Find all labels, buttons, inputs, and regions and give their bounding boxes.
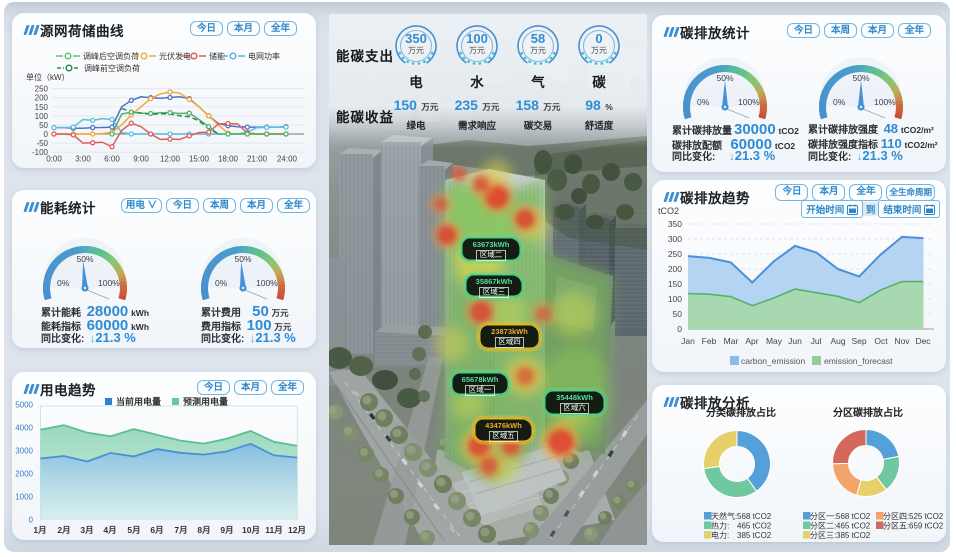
svg-text:10月: 10月: [242, 525, 260, 535]
svg-text:3000: 3000: [15, 447, 33, 456]
svg-text:Jul: Jul: [811, 336, 822, 346]
svg-text:分区五:: 分区五:: [883, 522, 909, 531]
svg-text:5月: 5月: [127, 525, 140, 535]
svg-text:0%: 0%: [833, 97, 846, 107]
svg-text:659 tCO2: 659 tCO2: [909, 522, 944, 531]
svg-text:21:00: 21:00: [247, 155, 268, 164]
svg-text:568 tCO2: 568 tCO2: [836, 512, 871, 521]
svg-text:分区一:: 分区一:: [810, 512, 836, 521]
svg-text:11月: 11月: [265, 525, 283, 535]
svg-text:Jun: Jun: [788, 336, 802, 346]
svg-text:-50: -50: [36, 139, 48, 148]
svg-text:100%: 100%: [738, 97, 760, 107]
svg-text:350: 350: [668, 219, 682, 229]
svg-text:7月: 7月: [174, 525, 187, 535]
svg-text:100: 100: [668, 294, 682, 304]
svg-text:分类碳排放占比: 分类碳排放占比: [706, 406, 776, 419]
svg-text:50: 50: [39, 121, 48, 130]
svg-text:100%: 100%: [874, 97, 896, 107]
svg-text:2月: 2月: [57, 525, 70, 535]
svg-text:4000: 4000: [15, 424, 33, 433]
svg-text:50%: 50%: [716, 73, 733, 83]
svg-text:1月: 1月: [33, 525, 46, 535]
svg-text:4月: 4月: [103, 525, 116, 535]
svg-text:200: 200: [668, 264, 682, 274]
svg-text:50%: 50%: [852, 73, 869, 83]
svg-text:emission_forecast: emission_forecast: [824, 356, 893, 366]
svg-text:-100: -100: [32, 148, 49, 157]
svg-text:0:00: 0:00: [46, 155, 62, 164]
svg-text:0: 0: [677, 324, 682, 334]
svg-text:18:00: 18:00: [218, 155, 239, 164]
svg-text:分区四:: 分区四:: [883, 512, 909, 521]
svg-text:调峰前空调负荷: 调峰前空调负荷: [84, 63, 140, 73]
svg-text:385 tCO2: 385 tCO2: [737, 531, 772, 540]
svg-text:单位（kW）: 单位（kW）: [26, 72, 70, 82]
svg-text:100: 100: [35, 112, 49, 121]
svg-text:2000: 2000: [15, 469, 33, 478]
svg-text:568 tCO2: 568 tCO2: [737, 512, 772, 521]
svg-text:0%: 0%: [215, 278, 228, 288]
svg-text:525 tCO2: 525 tCO2: [909, 512, 944, 521]
svg-text:5000: 5000: [15, 401, 33, 410]
svg-text:50: 50: [673, 309, 683, 319]
svg-text:Mar: Mar: [724, 336, 739, 346]
svg-text:carbon_emission: carbon_emission: [741, 356, 806, 366]
svg-text:电力:: 电力:: [711, 530, 729, 540]
svg-text:50%: 50%: [76, 254, 93, 264]
svg-text:1000: 1000: [15, 492, 33, 501]
svg-text:9月: 9月: [220, 525, 233, 535]
svg-text:调峰后空调负荷: 调峰后空调负荷: [83, 51, 139, 61]
svg-text:热力:: 热力:: [711, 521, 729, 531]
svg-text:6月: 6月: [150, 525, 163, 535]
svg-text:50%: 50%: [234, 254, 251, 264]
svg-text:分区碳排放占比: 分区碳排放占比: [833, 406, 903, 419]
svg-text:当前用电量: 当前用电量: [116, 396, 161, 407]
svg-text:3:00: 3:00: [75, 155, 91, 164]
svg-text:8月: 8月: [197, 525, 210, 535]
svg-text:3月: 3月: [80, 525, 93, 535]
svg-text:0: 0: [29, 515, 34, 524]
svg-text:分区三:: 分区三:: [810, 531, 836, 540]
svg-text:465 tCO2: 465 tCO2: [836, 522, 871, 531]
svg-text:光伏发电: 光伏发电: [159, 51, 191, 61]
svg-text:250: 250: [35, 85, 49, 94]
svg-text:0%: 0%: [57, 278, 70, 288]
svg-text:465 tCO2: 465 tCO2: [737, 522, 772, 531]
svg-text:385 tCO2: 385 tCO2: [836, 531, 871, 540]
svg-text:Apr: Apr: [745, 336, 758, 346]
svg-text:6:00: 6:00: [104, 155, 120, 164]
svg-text:12月: 12月: [288, 525, 306, 535]
svg-text:200: 200: [35, 94, 49, 103]
svg-text:电网功率: 电网功率: [248, 51, 280, 61]
svg-text:Oct: Oct: [874, 336, 888, 346]
svg-text:100%: 100%: [98, 278, 120, 288]
svg-text:150: 150: [35, 103, 49, 112]
svg-text:100%: 100%: [256, 278, 278, 288]
svg-text:12:00: 12:00: [160, 155, 181, 164]
svg-text:分区二:: 分区二:: [810, 522, 836, 531]
svg-text:24:00: 24:00: [277, 155, 298, 164]
svg-text:250: 250: [668, 249, 682, 259]
svg-text:0: 0: [44, 130, 49, 139]
svg-text:Sep: Sep: [851, 336, 866, 346]
svg-text:15:00: 15:00: [189, 155, 210, 164]
svg-text:May: May: [766, 336, 783, 346]
svg-text:Aug: Aug: [830, 336, 845, 346]
svg-text:150: 150: [668, 279, 682, 289]
svg-text:300: 300: [668, 234, 682, 244]
svg-text:天然气:: 天然气:: [711, 511, 737, 521]
svg-text:储能: 储能: [209, 51, 225, 61]
svg-text:Jan: Jan: [681, 336, 695, 346]
svg-text:Nov: Nov: [894, 336, 910, 346]
svg-text:预测用电量: 预测用电量: [183, 396, 228, 407]
svg-text:9:00: 9:00: [133, 155, 149, 164]
svg-text:0%: 0%: [697, 97, 710, 107]
svg-text:Dec: Dec: [915, 336, 931, 346]
svg-text:Feb: Feb: [702, 336, 717, 346]
